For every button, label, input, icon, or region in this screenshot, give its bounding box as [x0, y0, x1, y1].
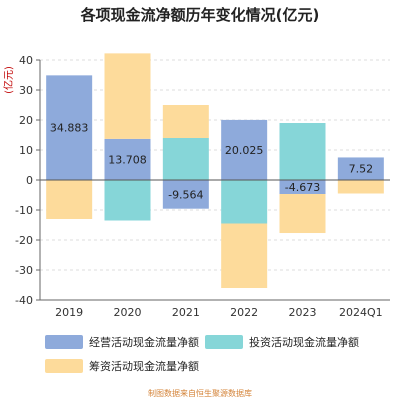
bar-2024Q1-series-2 [337, 180, 384, 194]
x-tick-label: 2019 [55, 306, 83, 319]
bar-2024Q1-series-0 [337, 157, 384, 180]
y-tick-label: -30 [15, 264, 33, 277]
data-labels: 34.883 13.708 -9.564 20.025 -4.673 7.52 [50, 122, 373, 202]
y-tick-label: 20 [19, 114, 33, 127]
legend-label: 投资活动现金流量净额 [249, 335, 359, 349]
data-label: 20.025 [225, 144, 264, 157]
y-tick-label: 30 [19, 84, 33, 97]
y-tick-label: -40 [15, 294, 33, 307]
bar-2019-series-2 [46, 180, 93, 219]
y-tick-label: 0 [26, 174, 33, 187]
bar-2023-series-2 [279, 194, 326, 234]
chart-title: 各项现金流净额历年变化情况(亿元) [80, 6, 320, 24]
bar-2020-series-2 [104, 53, 151, 139]
legend-label: 筹资活动现金流量净额 [89, 359, 199, 373]
data-label: 7.52 [349, 163, 374, 176]
y-axis-unit-label: (亿元) [2, 66, 15, 94]
bar-group [46, 53, 384, 288]
bar-2020-series-0 [104, 138, 151, 180]
x-tick-label: 2020 [114, 306, 142, 319]
x-tick-label: 2023 [289, 306, 317, 319]
legend-swatch [45, 335, 83, 349]
bar-2021-series-0 [162, 180, 209, 209]
bar-2021-series-1 [162, 138, 209, 180]
bar-2023-series-1 [279, 123, 326, 180]
data-label: -4.673 [285, 181, 320, 194]
data-label: 34.883 [50, 122, 89, 135]
bar-2020-series-1 [104, 180, 151, 221]
x-axis-ticks: 2019 2020 2021 2022 2023 2024Q1 [40, 299, 390, 319]
bar-2023-series-0 [279, 180, 326, 195]
bar-2022-series-2 [221, 223, 268, 288]
x-tick-label: 2022 [230, 306, 258, 319]
source-note: 制图数据来自恒生聚源数据库 [148, 388, 252, 398]
y-axis-ticks: -40 -30 -20 -10 0 10 20 30 40 [15, 54, 41, 307]
y-tick-label: 40 [19, 54, 33, 67]
x-tick-label: 2024Q1 [339, 306, 383, 319]
data-label: -9.564 [168, 188, 203, 201]
y-tick-label: -20 [15, 234, 33, 247]
legend-swatch [45, 359, 83, 373]
y-tick-label: -10 [15, 204, 33, 217]
legend-swatch [205, 335, 243, 349]
x-tick-label: 2021 [172, 306, 200, 319]
bar-2022-series-1 [221, 180, 268, 224]
bar-2022-series-0 [221, 119, 268, 180]
bar-2019-series-0 [46, 75, 93, 180]
data-label: 13.708 [108, 153, 147, 166]
bar-2021-series-2 [162, 105, 209, 138]
legend-label: 经营活动现金流量净额 [89, 335, 199, 349]
y-tick-label: 10 [19, 144, 33, 157]
